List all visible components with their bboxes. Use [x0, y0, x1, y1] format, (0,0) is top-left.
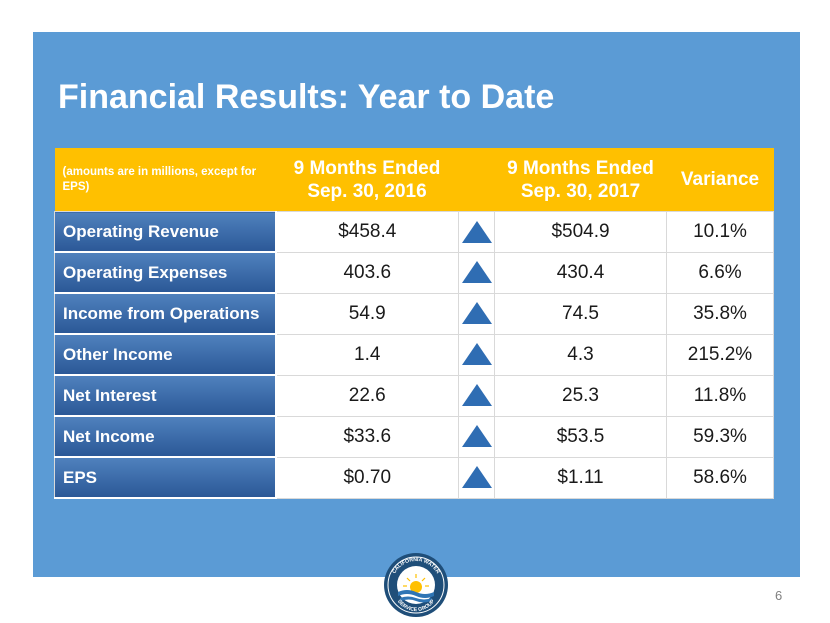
trend-cell — [458, 456, 495, 499]
up-arrow-icon — [461, 425, 492, 448]
value-2016: $0.70 — [275, 456, 459, 499]
table-row: Income from Operations 54.9 74.5 35.8% — [54, 292, 774, 335]
row-label: Net Interest — [54, 374, 277, 417]
up-arrow-icon — [461, 261, 492, 284]
value-2017: $1.11 — [494, 456, 667, 499]
header-variance: Variance — [666, 148, 774, 212]
value-2016: $458.4 — [275, 211, 459, 253]
up-arrow-icon — [461, 384, 492, 407]
value-2016: 1.4 — [275, 333, 459, 376]
variance-value: 6.6% — [666, 251, 774, 294]
table-row: Net Interest 22.6 25.3 11.8% — [54, 374, 774, 417]
header-spacer — [458, 148, 495, 212]
trend-cell — [458, 211, 495, 253]
value-2017: $504.9 — [494, 211, 667, 253]
trend-cell — [458, 333, 495, 376]
value-2016: 403.6 — [275, 251, 459, 294]
value-2016: 54.9 — [275, 292, 459, 335]
row-label: Operating Expenses — [54, 251, 277, 294]
variance-value: 215.2% — [666, 333, 774, 376]
value-2017: 4.3 — [494, 333, 667, 376]
table-header-row: (amounts are in millions, except for EPS… — [54, 148, 774, 212]
row-label: EPS — [54, 456, 277, 499]
california-water-service-group-logo: CALIFORNIA WATER SERVICE GROUP — [384, 553, 448, 617]
row-label: Income from Operations — [54, 292, 277, 335]
trend-cell — [458, 251, 495, 294]
value-2016: $33.6 — [275, 415, 459, 458]
value-2016: 22.6 — [275, 374, 459, 417]
table-row: EPS $0.70 $1.11 58.6% — [54, 456, 774, 499]
row-label: Net Income — [54, 415, 277, 458]
units-note: (amounts are in millions, except for EPS… — [54, 148, 276, 212]
trend-cell — [458, 415, 495, 458]
variance-value: 35.8% — [666, 292, 774, 335]
value-2017: 74.5 — [494, 292, 667, 335]
value-2017: 430.4 — [494, 251, 667, 294]
row-label: Operating Revenue — [54, 211, 277, 253]
up-arrow-icon — [461, 466, 492, 489]
up-arrow-icon — [461, 302, 492, 325]
variance-value: 59.3% — [666, 415, 774, 458]
header-2016: 9 Months Ended Sep. 30, 2016 — [275, 148, 459, 212]
variance-value: 11.8% — [666, 374, 774, 417]
trend-cell — [458, 374, 495, 417]
table-row: Operating Expenses 403.6 430.4 6.6% — [54, 251, 774, 294]
variance-value: 10.1% — [666, 211, 774, 253]
value-2017: 25.3 — [494, 374, 667, 417]
row-label: Other Income — [54, 333, 277, 376]
slide-title: Financial Results: Year to Date — [58, 78, 555, 116]
table-row: Net Income $33.6 $53.5 59.3% — [54, 415, 774, 458]
table-row: Operating Revenue $458.4 $504.9 10.1% — [54, 211, 774, 253]
header-2017: 9 Months Ended Sep. 30, 2017 — [494, 148, 667, 212]
up-arrow-icon — [461, 343, 492, 366]
table-row: Other Income 1.4 4.3 215.2% — [54, 333, 774, 376]
up-arrow-icon — [461, 220, 492, 243]
page-number: 6 — [775, 588, 783, 603]
variance-value: 58.6% — [666, 456, 774, 499]
value-2017: $53.5 — [494, 415, 667, 458]
financial-results-table: (amounts are in millions, except for EPS… — [54, 148, 774, 499]
trend-cell — [458, 292, 495, 335]
